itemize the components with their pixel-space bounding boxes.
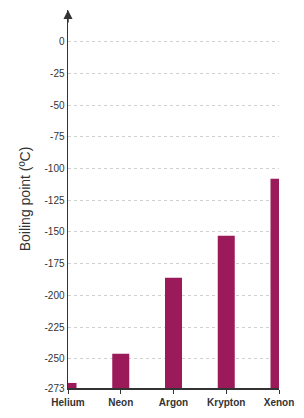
svg-text:-200: -200 <box>44 290 64 301</box>
svg-text:-25: -25 <box>50 68 65 79</box>
svg-text:-225: -225 <box>44 322 64 333</box>
svg-text:Krypton: Krypton <box>207 397 245 408</box>
svg-text:-125: -125 <box>44 195 64 206</box>
svg-text:-273: -273 <box>44 383 64 394</box>
svg-text:Helium: Helium <box>51 397 84 408</box>
svg-text:0: 0 <box>59 36 65 47</box>
svg-text:Neon: Neon <box>108 397 133 408</box>
svg-text:-100: -100 <box>44 163 64 174</box>
svg-text:-75: -75 <box>50 131 65 142</box>
svg-text:-150: -150 <box>44 226 64 237</box>
svg-text:-250: -250 <box>44 353 64 364</box>
svg-text:Boiling point (ºC): Boiling point (ºC) <box>17 147 33 252</box>
svg-text:-175: -175 <box>44 258 64 269</box>
svg-text:-50: -50 <box>50 100 65 111</box>
svg-text:Argon: Argon <box>159 397 188 408</box>
svg-text:Xenon: Xenon <box>264 397 295 408</box>
